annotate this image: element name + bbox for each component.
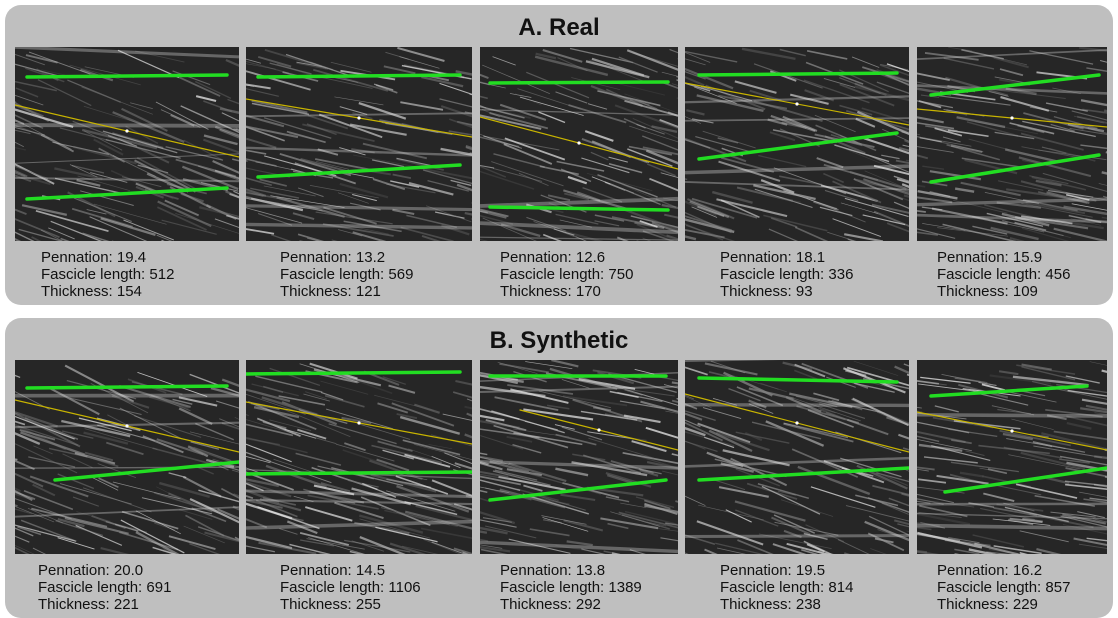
measurement-labels: Pennation: 19.4 Fascicle length: 512 Thi…: [41, 249, 174, 300]
thickness-label: Thickness: 154: [41, 283, 174, 300]
fascicle-length-label: Fascicle length: 1389: [500, 579, 642, 596]
aponeurosis-line: [246, 372, 460, 374]
aponeurosis-line: [490, 82, 668, 83]
fascicle-length-label: Fascicle length: 750: [500, 266, 633, 283]
ultrasound-image: [685, 360, 909, 554]
fascicle-midpoint: [795, 421, 798, 424]
thickness-label: Thickness: 292: [500, 596, 642, 613]
fascicle-length-label: Fascicle length: 336: [720, 266, 853, 283]
aponeurosis-line: [258, 75, 460, 77]
measurement-labels: Pennation: 16.2 Fascicle length: 857 Thi…: [937, 562, 1070, 613]
thickness-label: Thickness: 121: [280, 283, 413, 300]
pennation-label: Pennation: 16.2: [937, 562, 1070, 579]
ultrasound-image: [917, 47, 1107, 241]
ultrasound-image: [917, 360, 1107, 554]
thickness-label: Thickness: 229: [937, 596, 1070, 613]
fascicle-midpoint: [577, 141, 580, 144]
measurement-labels: Pennation: 19.5 Fascicle length: 814 Thi…: [720, 562, 853, 613]
measurement-labels: Pennation: 18.1 Fascicle length: 336 Thi…: [720, 249, 853, 300]
ultrasound-image: [480, 47, 678, 241]
pennation-label: Pennation: 15.9: [937, 249, 1070, 266]
pennation-label: Pennation: 12.6: [500, 249, 633, 266]
fascicle-midpoint: [795, 102, 798, 105]
fascicle-length-label: Fascicle length: 814: [720, 579, 853, 596]
pennation-label: Pennation: 13.8: [500, 562, 642, 579]
thickness-label: Thickness: 255: [280, 596, 421, 613]
fascicle-midpoint: [357, 116, 360, 119]
fascicle-length-label: Fascicle length: 569: [280, 266, 413, 283]
thickness-label: Thickness: 170: [500, 283, 633, 300]
pennation-label: Pennation: 20.0: [38, 562, 171, 579]
aponeurosis-line: [246, 472, 472, 474]
fascicle-midpoint: [1010, 429, 1013, 432]
pennation-label: Pennation: 18.1: [720, 249, 853, 266]
measurement-labels: Pennation: 20.0 Fascicle length: 691 Thi…: [38, 562, 171, 613]
thickness-label: Thickness: 238: [720, 596, 853, 613]
measurement-labels: Pennation: 15.9 Fascicle length: 456 Thi…: [937, 249, 1070, 300]
ultrasound-image: [15, 360, 239, 554]
fascicle-midpoint: [125, 129, 128, 132]
measurement-labels: Pennation: 14.5 Fascicle length: 1106 Th…: [280, 562, 421, 613]
thickness-label: Thickness: 93: [720, 283, 853, 300]
real-panel: A. Real Pennation: 19.4 Fascicle length:…: [5, 5, 1113, 305]
measurement-labels: Pennation: 13.8 Fascicle length: 1389 Th…: [500, 562, 642, 613]
aponeurosis-line: [699, 73, 897, 75]
fascicle-length-label: Fascicle length: 512: [41, 266, 174, 283]
thickness-label: Thickness: 109: [937, 283, 1070, 300]
fascicle-midpoint: [1010, 116, 1013, 119]
aponeurosis-line: [27, 75, 227, 77]
pennation-label: Pennation: 19.4: [41, 249, 174, 266]
ultrasound-image: [685, 47, 909, 241]
fascicle-midpoint: [125, 424, 128, 427]
measurement-labels: Pennation: 13.2 Fascicle length: 569 Thi…: [280, 249, 413, 300]
ultrasound-image: [246, 47, 472, 241]
pennation-label: Pennation: 19.5: [720, 562, 853, 579]
pennation-label: Pennation: 13.2: [280, 249, 413, 266]
aponeurosis-line: [27, 386, 227, 388]
fascicle-length-label: Fascicle length: 1106: [280, 579, 421, 596]
pennation-label: Pennation: 14.5: [280, 562, 421, 579]
ultrasound-image: [15, 47, 239, 241]
panel-title: B. Synthetic: [5, 328, 1113, 354]
thickness-label: Thickness: 221: [38, 596, 171, 613]
fascicle-midpoint: [597, 428, 600, 431]
ultrasound-image: [480, 360, 678, 554]
fascicle-length-label: Fascicle length: 691: [38, 579, 171, 596]
measurement-labels: Pennation: 12.6 Fascicle length: 750 Thi…: [500, 249, 633, 300]
ultrasound-image: [246, 360, 472, 554]
panel-title: A. Real: [5, 15, 1113, 41]
synthetic-panel: B. Synthetic Pennation: 20.0 Fascicle le…: [5, 318, 1113, 618]
fascicle-midpoint: [357, 421, 360, 424]
fascicle-length-label: Fascicle length: 857: [937, 579, 1070, 596]
fascicle-length-label: Fascicle length: 456: [937, 266, 1070, 283]
